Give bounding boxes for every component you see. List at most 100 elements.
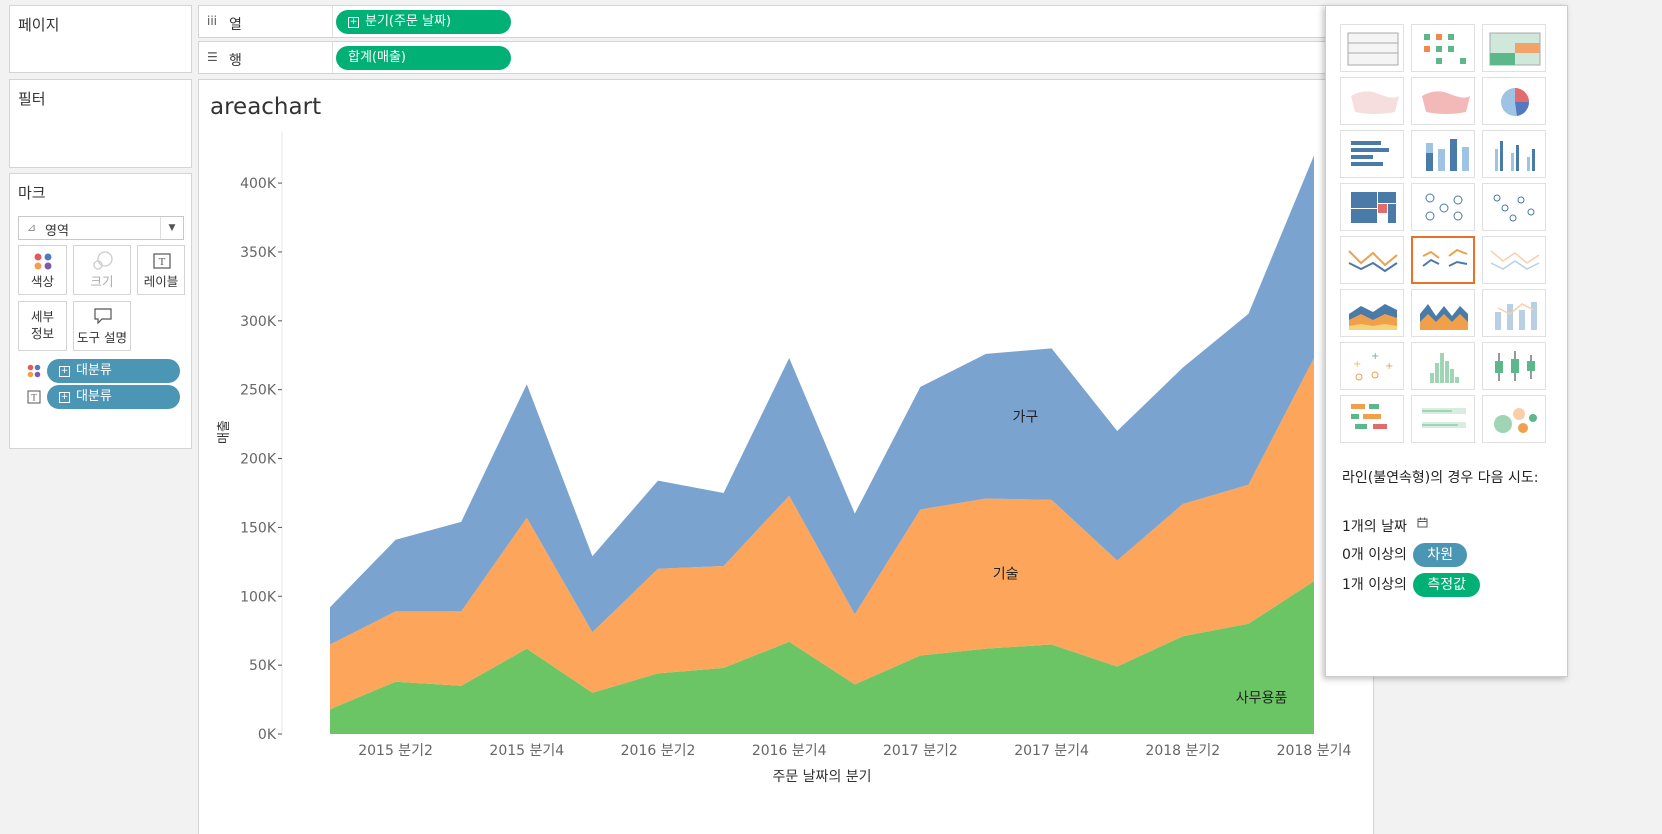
chart-type-treemap[interactable] (1340, 183, 1404, 231)
packed-bubbles-icon (1494, 408, 1537, 433)
chart-type-histogram[interactable] (1411, 342, 1475, 390)
scatter-plot-icon: + + + (1353, 351, 1393, 381)
color-button-label: 색상 (30, 274, 54, 289)
chart-type-discrete-area[interactable] (1411, 289, 1475, 337)
show-me-panel: + + + 라인(불연속형)의 경우 다음 시도: 1개의 날짜 0개 이상의 차원… (1325, 5, 1568, 677)
expand-icon[interactable]: + (59, 392, 70, 403)
horizontal-bars-icon (1351, 141, 1389, 166)
chart-type-circle-view[interactable] (1411, 183, 1475, 231)
histogram-icon (1430, 353, 1459, 383)
rows-pill[interactable]: 합계(매출) (336, 46, 511, 70)
sheet-title: areachart (210, 94, 322, 120)
mark-type-dropdown[interactable]: ⊿ 영역 ▼ (18, 216, 184, 240)
y-tick-label: 150K (240, 520, 277, 536)
x-tick-label: 2017 분기4 (1014, 743, 1089, 759)
rows-pill-label: 합계(매출) (348, 50, 406, 65)
chart-type-stacked-bars[interactable] (1411, 130, 1475, 178)
svg-text:T: T (31, 393, 37, 403)
svg-text:T: T (159, 256, 166, 268)
chart-type-filled-map[interactable] (1411, 77, 1475, 125)
detail-button[interactable]: 세부 정보 (18, 301, 67, 351)
columns-shelf-label: iii 열 (199, 6, 333, 37)
x-tick-label: 2015 분기4 (489, 743, 564, 759)
gantt-chart-icon (1351, 404, 1387, 429)
svg-text:+: + (1371, 351, 1379, 362)
chart-type-scatter-plot[interactable]: + + + (1340, 342, 1404, 390)
tooltip-button-label: 도구 설명 (77, 330, 127, 345)
label-icon: T (153, 253, 171, 269)
label-button-label: 레이블 (143, 274, 179, 289)
columns-shelf[interactable]: iii 열 + 분기(주문 날짜) (198, 5, 1328, 38)
area-series-기술 (330, 358, 1314, 710)
marks-field-label: 대분류 (76, 363, 112, 378)
measure-pill: 측정값 (1413, 573, 1480, 597)
stacked-bars-icon (1426, 139, 1469, 171)
chart-type-continuous-area[interactable] (1340, 289, 1404, 337)
hint-dimension-line: 0개 이상의 차원 (1342, 543, 1562, 567)
label-icon: T (27, 390, 41, 404)
side-by-side-circles-icon (1493, 194, 1535, 222)
y-tick-label: 200K (240, 452, 277, 468)
chart-type-dual-lines[interactable] (1482, 236, 1546, 284)
expand-icon[interactable]: + (348, 17, 359, 28)
x-axis-title: 주문 날짜의 분기 (772, 769, 871, 785)
area-series-가구 (330, 155, 1314, 645)
text-table-icon (1347, 32, 1399, 66)
svg-text:+: + (1353, 359, 1361, 370)
dual-lines-icon (1490, 250, 1540, 270)
chart-type-gantt-chart[interactable] (1340, 395, 1404, 443)
pages-panel[interactable]: 페이지 (9, 5, 192, 73)
x-tick-label: 2018 분기4 (1277, 743, 1352, 759)
expand-icon[interactable]: + (59, 366, 70, 377)
series-label: 기술 (993, 567, 1019, 583)
y-tick-label: 350K (240, 245, 277, 261)
x-tick-label: 2017 분기2 (883, 743, 958, 759)
show-me-hint-title: 라인(불연속형)의 경우 다음 시도: (1342, 470, 1539, 486)
columns-icon: iii (207, 14, 218, 28)
size-button-label: 크기 (90, 274, 114, 289)
chart-type-discrete-lines[interactable] (1411, 236, 1475, 284)
continuous-lines-icon (1348, 250, 1398, 273)
area-mark-icon: ⊿ (27, 221, 37, 234)
hint-date-line: 1개의 날짜 (1342, 516, 1429, 536)
pie-chart-icon (1501, 88, 1530, 116)
filters-panel[interactable]: 필터 (9, 79, 192, 168)
highlight-table-icon (1489, 32, 1541, 66)
size-icon (93, 251, 113, 270)
chart-type-continuous-lines[interactable] (1340, 236, 1404, 284)
chart-type-bullet-graph[interactable] (1411, 395, 1475, 443)
filters-title: 필터 (18, 90, 46, 108)
tooltip-button[interactable]: 도구 설명 (73, 301, 131, 351)
marks-title: 마크 (18, 184, 46, 202)
chart-type-side-by-side-circles[interactable] (1482, 183, 1546, 231)
color-icon (34, 253, 52, 270)
label-button[interactable]: T 레이블 (137, 245, 185, 295)
chart-type-symbol-map[interactable] (1340, 77, 1404, 125)
marks-field-color-pill[interactable]: + 대분류 (47, 359, 180, 383)
chart-type-heat-map[interactable] (1411, 24, 1475, 72)
y-tick-label: 250K (240, 383, 277, 399)
chevron-down-icon[interactable]: ▼ (160, 217, 183, 239)
chart-type-side-by-side-bars[interactable] (1482, 130, 1546, 178)
color-button[interactable]: 색상 (18, 245, 67, 295)
rows-shelf[interactable]: ☰ 행 합계(매출) (198, 41, 1328, 74)
chart-type-highlight-table[interactable] (1482, 24, 1546, 72)
chart-type-text-table[interactable] (1340, 24, 1404, 72)
marks-field-label-pill[interactable]: + 대분류 (47, 385, 180, 409)
columns-pill[interactable]: + 분기(주문 날짜) (336, 10, 511, 34)
discrete-area-icon (1420, 304, 1468, 330)
calendar-icon (1417, 517, 1428, 528)
x-tick-label: 2015 분기2 (358, 743, 433, 759)
chart-type-horizontal-bars[interactable] (1340, 130, 1404, 178)
chart-type-box-whisker[interactable] (1482, 342, 1546, 390)
marks-panel: 마크 ⊿ 영역 ▼ 색상 크기 T 레이블 세부 정보 도구 설명 (9, 173, 192, 449)
y-axis-title: 매출 (217, 420, 232, 444)
discrete-lines-icon (1422, 248, 1468, 267)
chart-type-dual-combination[interactable] (1482, 289, 1546, 337)
chart-type-pie-chart[interactable] (1482, 77, 1546, 125)
tooltip-icon (94, 308, 112, 325)
marks-field-label: 대분류 (76, 389, 112, 404)
size-button[interactable]: 크기 (73, 245, 131, 295)
chart-type-packed-bubbles[interactable] (1482, 395, 1546, 443)
